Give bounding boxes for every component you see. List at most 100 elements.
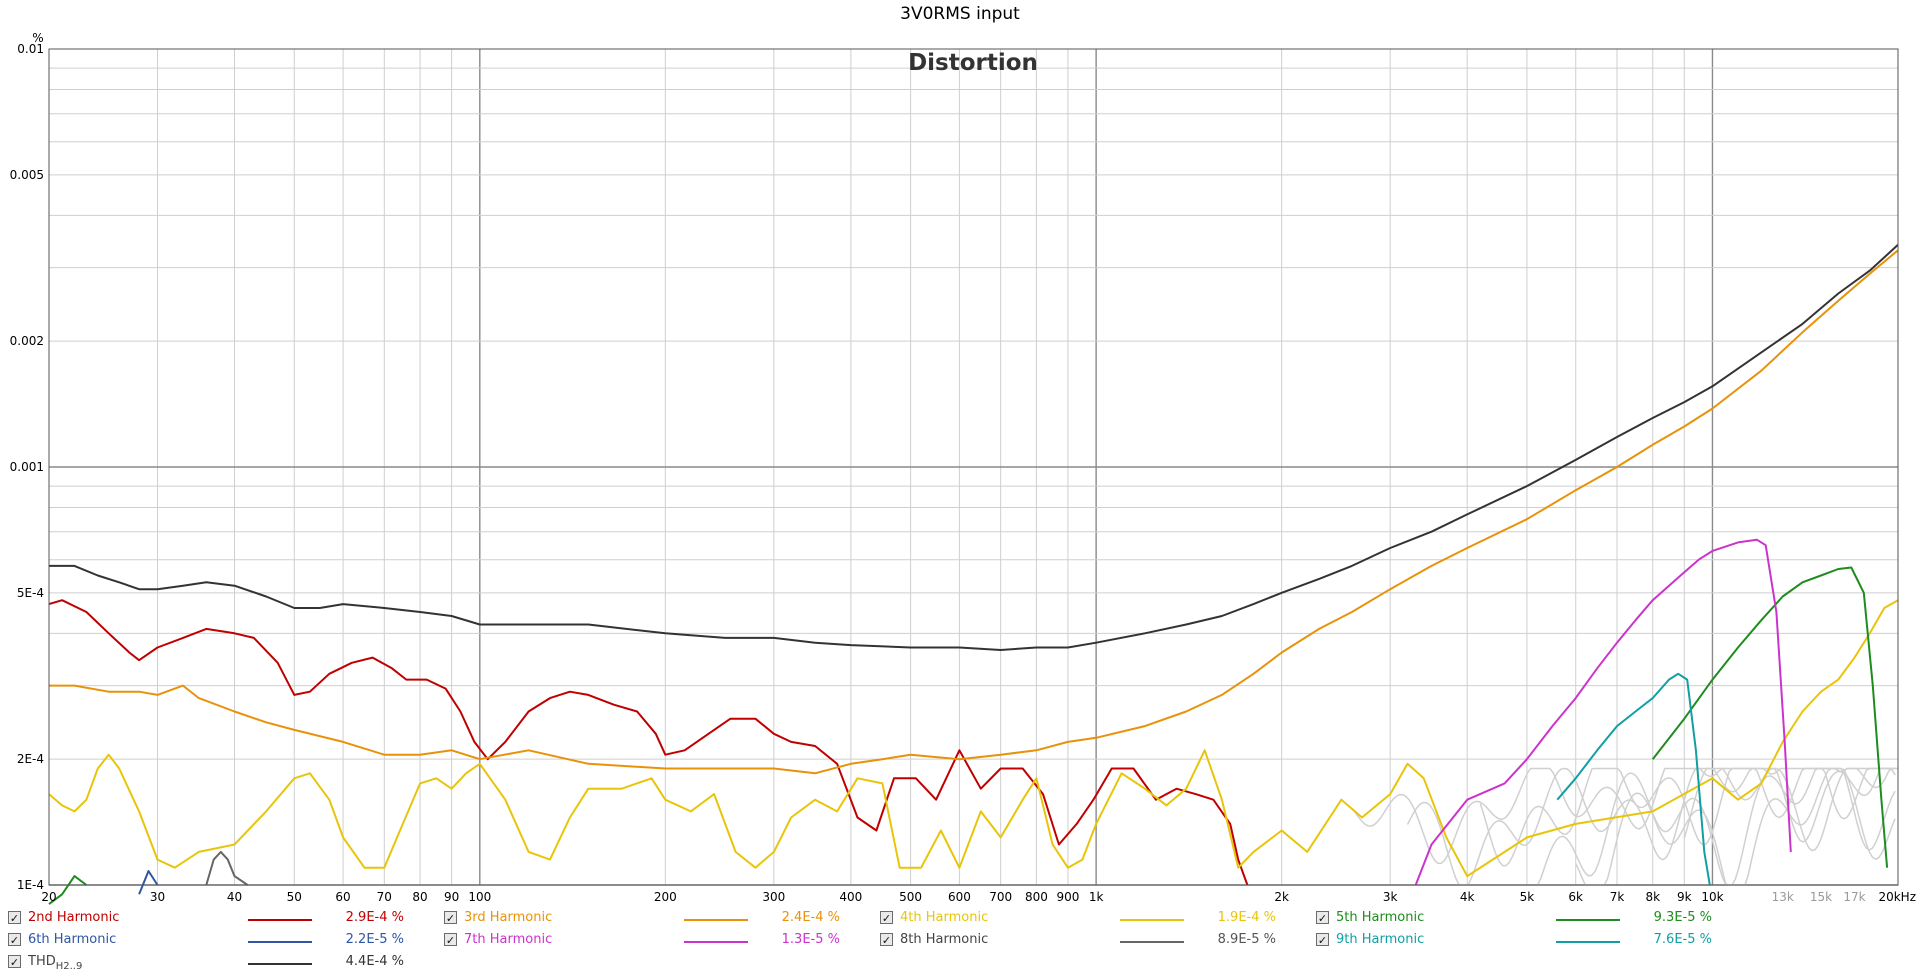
legend-swatch [248,941,312,943]
faint-trace-line [1683,767,1895,852]
series-line-9th-harmonic [1556,672,1711,886]
legend-checkbox-6th-harmonic[interactable]: ✓ [8,933,21,947]
legend: ✓ 2nd Harmonic 2.9E-4 % ✓ 3rd Harmonic 2.4E-4… [0,907,1920,980]
legend-item-4th-harmonic: ✓ 4th Harmonic 1.9E-4 % [880,909,1310,929]
y-tick-label: 0.01 [17,42,44,56]
x-tick-label: 900 [1056,890,1079,904]
series-line-7th-harmonic [1414,538,1792,886]
x-tick-label: 10k [1701,890,1723,904]
legend-item-7th-harmonic: ✓ 7th Harmonic 1.3E-5 % [444,931,874,951]
legend-checkbox-thdh2-9[interactable]: ✓ [8,955,21,969]
legend-label-text: 9th Harmonic [1336,932,1425,947]
legend-value: 7.6E-5 % [1653,932,1712,947]
x-tick-label: 8k [1645,890,1660,904]
legend-checkbox-8th-harmonic[interactable]: ✓ [880,933,893,947]
series-line-3rd-harmonic [49,249,1899,775]
legend-label-text: 2nd Harmonic [28,910,120,925]
window-title: 3V0RMS input [900,4,1020,24]
legend-label: 5th Harmonic [1336,910,1424,925]
legend-checkbox-7th-harmonic[interactable]: ✓ [444,933,457,947]
x-tick-label: 500 [899,890,922,904]
legend-item-9th-harmonic: ✓ 9th Harmonic 7.6E-5 % [1316,931,1746,951]
x-tick-label: 60 [335,890,350,904]
legend-label-text: 8th Harmonic [900,932,989,947]
legend-item-3rd-harmonic: ✓ 3rd Harmonic 2.4E-4 % [444,909,874,929]
x-tick-label: 30 [150,890,165,904]
legend-value: 4.4E-4 % [345,954,404,969]
plot-frame [48,48,1899,886]
x-tick-label: 9k [1677,890,1692,904]
legend-swatch [248,963,312,965]
chart-grid [48,49,1899,886]
x-tick-label: 80 [412,890,427,904]
legend-checkbox-9th-harmonic[interactable]: ✓ [1316,933,1329,947]
legend-swatch [684,941,748,943]
chart-title: Distortion [908,50,1038,76]
faint-traces [1351,767,1898,886]
legend-label: 4th Harmonic [900,910,988,925]
y-tick-label: 0.002 [10,334,44,348]
legend-checkbox-4th-harmonic[interactable]: ✓ [880,911,893,925]
series-line-5th-harmonic-high- [1651,566,1889,868]
x-tick-label: 700 [989,890,1012,904]
faint-trace-line [1479,767,1896,867]
x-tick-label: 50 [287,890,302,904]
legend-swatch [248,919,312,921]
legend-swatch [1556,941,1620,943]
legend-label-text: 6th Harmonic [28,932,117,947]
y-tick-label: 0.001 [10,460,44,474]
legend-value: 9.3E-5 % [1653,910,1712,925]
x-axis: 20 30 40 50 60 70 80 90 100 200 300 400 500 600 700 800… [41,890,1916,904]
legend-item-6th-harmonic: ✓ 6th Harmonic 2.2E-5 % [8,931,438,951]
series-line-2nd-harmonic [48,599,1249,886]
legend-label: THDH2..9 [28,954,83,972]
legend-label: 2nd Harmonic [28,910,119,925]
series-line-4th-harmonic [48,599,1899,878]
legend-label-text: 4th Harmonic [900,910,989,925]
legend-value: 2.9E-4 % [345,910,404,925]
x-tick-label: 800 [1025,890,1048,904]
x-tick-label: 20kHz [1878,890,1916,904]
x-tick-label: 4k [1460,890,1475,904]
x-tick-label: 600 [948,890,971,904]
x-tick-label: 3k [1383,890,1398,904]
legend-item-2nd-harmonic: ✓ 2nd Harmonic 2.9E-4 % [8,909,438,929]
x-tick-label: 20 [41,890,56,904]
legend-checkbox-5th-harmonic[interactable]: ✓ [1316,911,1329,925]
series-line-8th-harmonic [205,850,249,886]
legend-checkbox-2nd-harmonic[interactable]: ✓ [8,911,21,925]
y-tick-label: 5E-4 [17,586,44,600]
y-tick-label: 0.005 [10,168,44,182]
legend-label: 6th Harmonic [28,932,116,947]
legend-label: 9th Harmonic [1336,932,1424,947]
legend-label-subscript: H2..9 [55,961,83,972]
legend-value: 1.3E-5 % [781,932,840,947]
legend-value: 1.9E-4 % [1217,910,1276,925]
x-tick-label: 17k [1843,890,1865,904]
y-unit-label: % [32,31,43,45]
legend-item-thdh2-9: ✓ THDH2..9 4.4E-4 % [8,953,438,973]
legend-label: 7th Harmonic [464,932,552,947]
x-tick-label: 2k [1274,890,1289,904]
legend-swatch [1120,941,1184,943]
x-tick-label: 90 [444,890,459,904]
legend-value: 8.9E-5 % [1217,932,1276,947]
x-tick-label: 200 [654,890,677,904]
legend-swatch [1556,919,1620,921]
legend-value: 2.2E-5 % [345,932,404,947]
x-tick-label: 100 [468,890,491,904]
legend-value: 2.4E-4 % [781,910,840,925]
series-line-thdh2-9 [49,244,1899,651]
distortion-chart: 0.01 0.005 0.002 0.001 5E-4 2E-4 1E-4 20 30 40 50… [10,31,1916,905]
x-tick-label: 300 [762,890,785,904]
legend-checkbox-3rd-harmonic[interactable]: ✓ [444,911,457,925]
x-tick-label: 1k [1089,890,1104,904]
legend-label-text: 3rd Harmonic [464,910,553,925]
legend-label-text: 5th Harmonic [1336,910,1425,925]
x-tick-label: 13k [1772,890,1794,904]
y-tick-label: 1E-4 [17,878,44,892]
legend-label: 3rd Harmonic [464,910,552,925]
legend-item-5th-harmonic: ✓ 5th Harmonic 9.3E-5 % [1316,909,1746,929]
series-line-6th-harmonic [138,870,159,895]
legend-label: 8th Harmonic [900,932,988,947]
